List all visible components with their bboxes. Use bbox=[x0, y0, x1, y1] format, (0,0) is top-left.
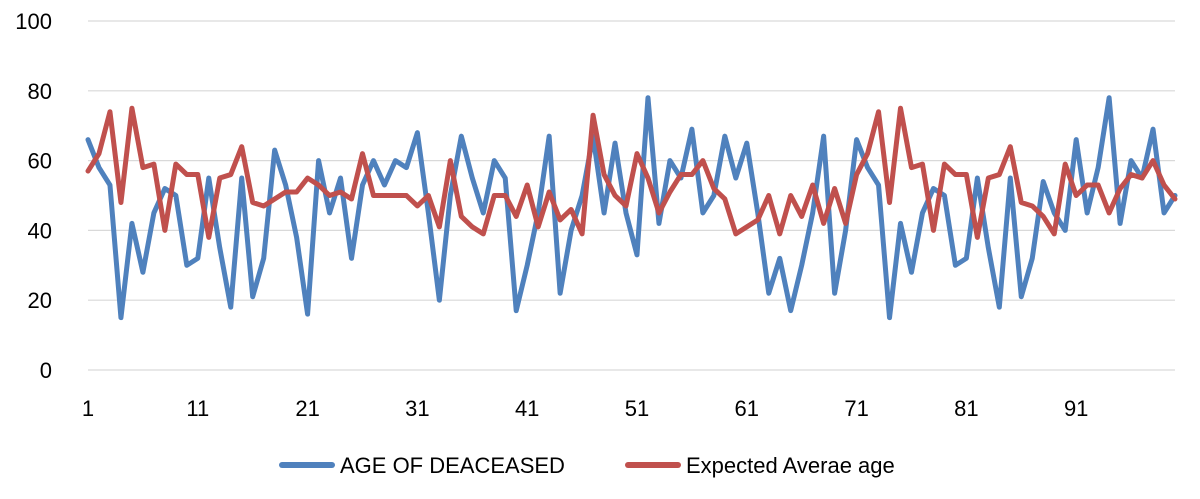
legend-label-age-of-deceased: AGE OF DEACEASED bbox=[340, 453, 565, 478]
series-line-age-of-deceased bbox=[85, 95, 1178, 321]
x-tick-label: 71 bbox=[844, 396, 868, 421]
y-tick-label: 100 bbox=[15, 9, 52, 34]
x-tick-label: 51 bbox=[625, 396, 649, 421]
y-tick-label: 80 bbox=[28, 79, 52, 104]
x-tick-label: 41 bbox=[515, 396, 539, 421]
y-tick-label: 60 bbox=[28, 149, 52, 174]
legend-label-expected-average-age: Expected Averae age bbox=[686, 453, 895, 478]
series-lines bbox=[85, 95, 1178, 321]
y-tick-label: 0 bbox=[40, 358, 52, 383]
x-tick-label: 91 bbox=[1064, 396, 1088, 421]
series-line-expected-average-age bbox=[85, 105, 1178, 240]
x-tick-label: 81 bbox=[954, 396, 978, 421]
x-tick-label: 1 bbox=[82, 396, 94, 421]
x-tick-label: 21 bbox=[295, 396, 319, 421]
y-tick-label: 40 bbox=[28, 218, 52, 243]
y-axis-ticks: 0 20 40 60 80 100 bbox=[15, 9, 52, 383]
x-tick-label: 31 bbox=[405, 396, 429, 421]
x-tick-label: 11 bbox=[186, 396, 209, 421]
x-tick-label: 61 bbox=[735, 396, 759, 421]
y-tick-label: 20 bbox=[28, 288, 52, 313]
x-axis-ticks: 1 11 21 31 41 51 61 71 81 91 bbox=[82, 396, 1089, 421]
legend: AGE OF DEACEASED Expected Averae age bbox=[279, 453, 895, 478]
